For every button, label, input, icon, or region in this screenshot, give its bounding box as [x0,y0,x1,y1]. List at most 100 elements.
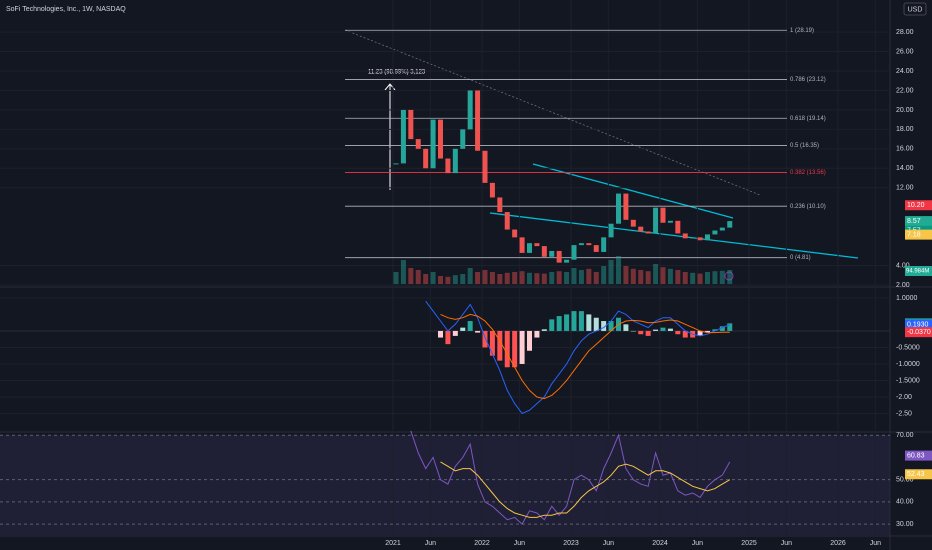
y-tick-label: 24.00 [896,68,914,75]
price-bar [519,237,525,253]
rsi-band [0,435,890,535]
volume-bar [489,272,495,284]
volume-bar [593,272,599,284]
tag-label: 0.1930 [907,321,929,328]
price-bar [645,231,651,234]
y-tick-label: 12.00 [896,185,914,192]
macd-histogram-bar [571,311,577,331]
price-bar [586,243,592,246]
tag-label: 10.20 [907,202,925,209]
macd-histogram-bar [653,329,659,331]
volume-bar [430,272,436,284]
tag-bg [905,327,932,338]
time-tick-label: Jun [603,540,614,547]
volume-bar [667,268,673,284]
volume-bar [460,274,466,284]
volume-bar [712,271,718,284]
y-tick-label: 28.00 [896,29,914,36]
y-tick-label: 16.00 [896,146,914,153]
price-bar [638,226,644,232]
macd-histogram-bar [638,330,644,335]
volume-bar [549,272,555,284]
price-bar [445,158,451,174]
macd-histogram-bar [445,330,451,345]
macd-histogram-bar [534,330,540,338]
volume-bar [497,274,503,284]
price-bar [534,243,540,247]
fib-label: 1 (28.19) [790,28,814,34]
price-bar [623,193,629,220]
price-bar [705,234,710,241]
y-tick-label: 30.00 [896,521,914,528]
price-tag: 7.18 [905,229,932,240]
time-tick-label: 2022 [474,540,490,547]
volume-bar [519,271,525,284]
volume-bar [556,271,562,284]
y-tick-label: -0.5000 [896,344,920,351]
currency-button[interactable] [903,2,927,16]
price-bar [675,220,681,234]
volume-bar [527,272,532,284]
volume-bar [408,268,414,284]
price-bar [682,233,688,239]
time-tick-label: Jun [781,540,792,547]
price-tag: 52.43 [905,469,932,480]
fib-label: 0.382 (13.56) [790,170,826,176]
y-tick-label: 18.00 [896,126,914,133]
rsi-line [410,430,731,525]
tag-label: 52.43 [907,471,925,478]
y-tick-label: 50.00 [896,477,914,484]
y-tick-label: 20.00 [896,107,914,114]
price-bar [497,197,503,213]
macd-histogram-bar [504,330,510,368]
volume-bar [400,260,406,284]
volume-bar [719,270,725,284]
volume-bar [393,272,399,284]
y-tick-label: 22.00 [896,87,914,94]
y-tick-label: 40.00 [896,499,914,506]
volume-bar [475,272,481,284]
price-bar [653,207,659,234]
price-tag: 0.1930 [905,319,932,330]
price-bar [616,193,621,224]
price-tag: 10.20 [905,200,932,211]
macd-histogram-bar [601,321,607,331]
volume-bar [571,268,577,284]
macd-histogram-bar [719,326,725,331]
macd-histogram-bar [438,330,443,338]
volume-bar [608,260,614,284]
volume-bar [467,268,473,284]
tag-bg [905,319,932,330]
signal-line [440,313,730,400]
volume-tag: 94.984M [905,266,932,276]
price-bar [549,250,555,257]
price-bar [504,212,510,230]
macd-histogram-bar [675,330,681,335]
volume-bar [445,276,451,284]
volume-bar [645,271,651,284]
macd-histogram-bar [712,329,718,331]
volume-bar [504,272,510,284]
time-tick-label: Jun [870,540,881,547]
macd-histogram-bar [705,330,710,333]
price-bar [571,245,577,260]
macd-histogram-bar [660,327,666,331]
tag-bg [905,216,932,227]
volume-bar [512,272,518,284]
event-icon[interactable] [724,271,734,281]
currency-label[interactable]: USD [908,6,923,13]
time-tick-label: 2024 [652,540,668,547]
tag-label: 7.18 [907,231,921,238]
price-bar [475,90,481,151]
fib-label: 0.5 (16.35) [790,143,819,149]
macd-histogram-bar [608,321,614,331]
macd-histogram-bar [623,324,629,331]
macd-histogram-bar [475,330,481,333]
price-bar [541,246,547,257]
price-bar [608,223,614,238]
price-bar [482,150,488,183]
price-bar [601,237,607,252]
fib-label: 0.236 (10.10) [790,204,826,210]
macd-histogram-bar [667,328,673,331]
